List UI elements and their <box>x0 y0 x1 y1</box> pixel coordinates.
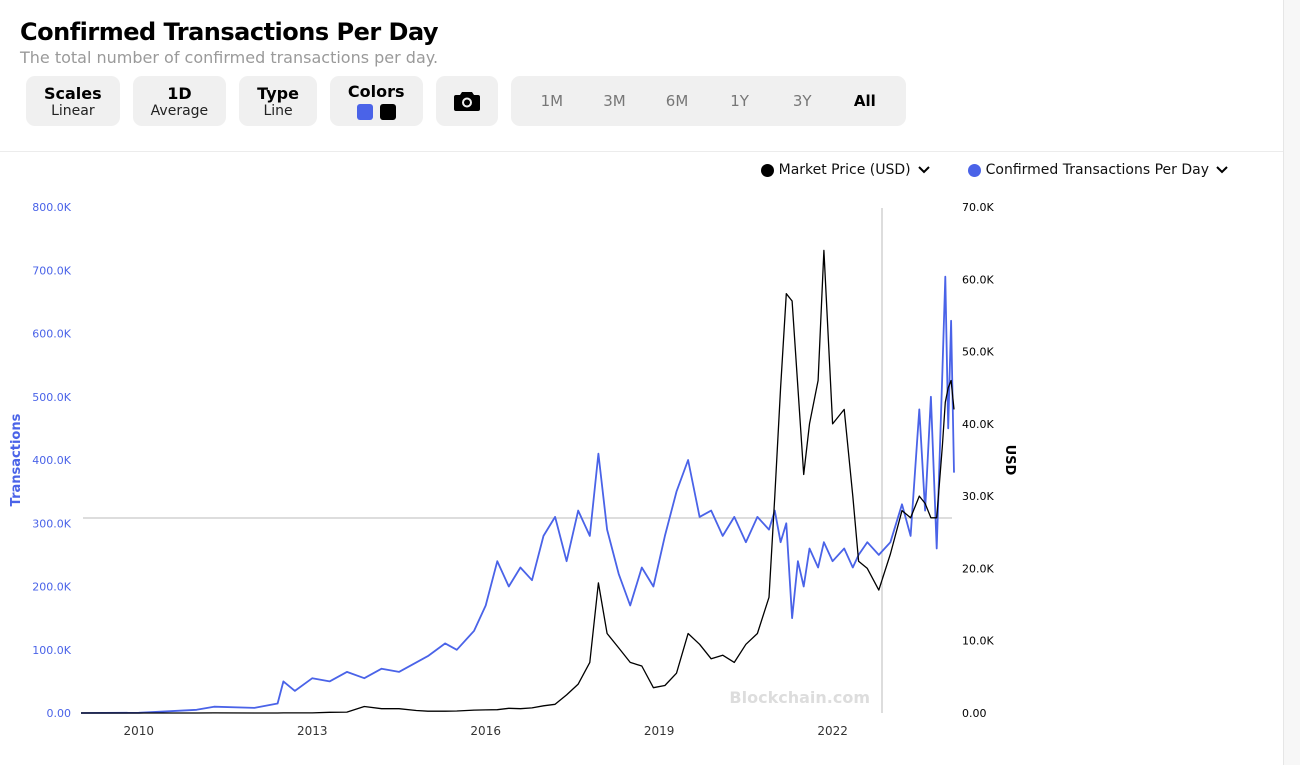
color-swatch <box>356 104 373 120</box>
y2-tick-label: 30.0K <box>962 490 994 503</box>
legend-item[interactable]: Market Price (USD) <box>760 162 930 178</box>
button-label: Scales <box>44 83 102 103</box>
x-tick-label: 2013 <box>297 724 328 738</box>
chevron <box>917 166 930 174</box>
series-line <box>81 249 955 714</box>
range-selector: 1M 3M 6M 1Y 3Y All <box>510 76 907 126</box>
x-tick-label: 2010 <box>124 724 155 738</box>
scales-button[interactable]: Scales Linear <box>26 76 120 126</box>
swatches <box>356 104 396 120</box>
y-tick-label: 200.0K <box>32 581 71 594</box>
legend-marker <box>760 163 774 177</box>
button-label: Type <box>257 83 299 103</box>
y2-tick-label: 70.0K <box>962 201 994 214</box>
y-tick-label: 300.0K <box>32 517 71 530</box>
x-tick-label: 2019 <box>644 724 675 738</box>
title: Confirmed Transactions Per Day <box>20 18 439 46</box>
range-option[interactable]: 1M <box>540 92 564 110</box>
screenshot-button[interactable] <box>435 76 498 126</box>
button-value: Line <box>263 102 293 119</box>
y2-tick-label: 60.0K <box>962 273 994 286</box>
range-option[interactable]: 3M <box>603 92 626 110</box>
y-tick-label: 700.0K <box>32 264 71 277</box>
legend-item[interactable]: Confirmed Transactions Per Day <box>967 162 1228 178</box>
button-value: Average <box>150 102 209 119</box>
y-tick-label: 0.00 <box>47 707 72 720</box>
legend: Market Price (USD) Confirmed Transactions… <box>760 162 1228 178</box>
colors-button[interactable]: Colors <box>329 76 423 126</box>
y-tick-label: 500.0K <box>32 391 71 404</box>
button-value: Linear <box>51 102 95 119</box>
subtitle: The total number of confirmed transactio… <box>20 48 439 67</box>
x-tick-label: 2022 <box>817 724 848 738</box>
y2-tick-label: 10.0K <box>962 635 994 648</box>
x-tick-label: 2016 <box>470 724 501 738</box>
color-swatch <box>379 104 396 120</box>
button-label: 1D <box>167 83 192 103</box>
y2-tick-label: 40.0K <box>962 418 994 431</box>
y-tick-label: 800.0K <box>32 201 71 214</box>
y-tick-label: 600.0K <box>32 328 71 341</box>
y2-tick-label: 20.0K <box>962 562 994 575</box>
range-option[interactable]: 3Y <box>792 92 812 110</box>
separator <box>0 151 1283 152</box>
toolbar: Scales Linear 1D Average Type Line Colors 1… <box>26 76 907 126</box>
legend-marker <box>967 163 981 177</box>
y-tick-label: 100.0K <box>32 644 71 657</box>
y-tick-label: 400.0K <box>32 454 71 467</box>
y2-axis-label: USD <box>1002 445 1017 476</box>
y2-tick-label: 0.00 <box>962 707 987 720</box>
range-option[interactable]: 6M <box>665 92 689 110</box>
y-axis-label: Transactions <box>9 413 24 506</box>
range-option[interactable]: 1Y <box>730 92 749 110</box>
series-line <box>80 275 955 714</box>
chevron <box>1216 166 1228 174</box>
page-edge <box>1283 0 1300 765</box>
button-label: Colors <box>347 82 405 101</box>
legend-label: Market Price (USD) <box>778 162 911 178</box>
watermark: Blockchain.com <box>729 688 870 707</box>
range-option[interactable]: All <box>853 92 876 110</box>
legend-label: Confirmed Transactions Per Day <box>985 162 1209 178</box>
camera-icon <box>453 92 480 111</box>
header: Confirmed Transactions Per Day The total… <box>20 18 439 67</box>
type-button[interactable]: Type Line <box>239 76 317 126</box>
y2-tick-label: 50.0K <box>962 346 994 359</box>
period-button[interactable]: 1D Average <box>132 76 227 126</box>
